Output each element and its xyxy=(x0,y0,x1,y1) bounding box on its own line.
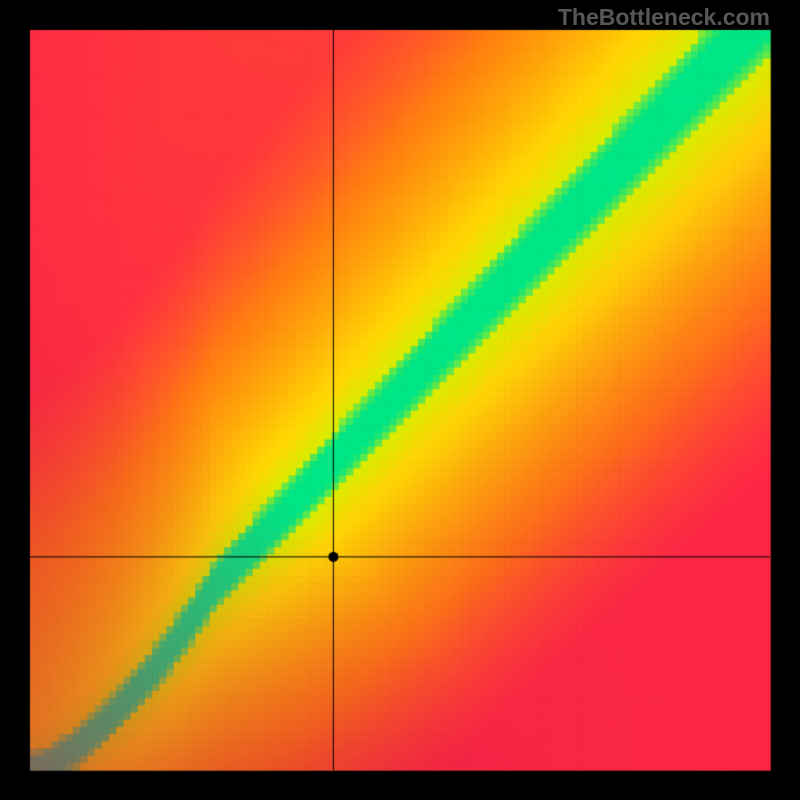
watermark-text: TheBottleneck.com xyxy=(558,4,770,31)
bottleneck-heatmap xyxy=(0,0,800,800)
chart-container: TheBottleneck.com xyxy=(0,0,800,800)
